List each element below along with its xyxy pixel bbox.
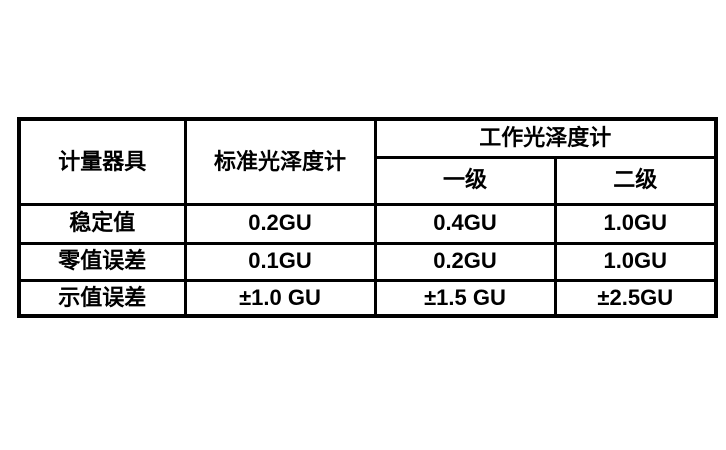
cell-stability-grade-2: 1.0GU bbox=[553, 202, 718, 245]
row-label-indication-error: 示值误差 bbox=[17, 278, 187, 318]
table-row-stability: 稳定值 0.2GU 0.4GU 1.0GU bbox=[17, 202, 718, 245]
gloss-meter-spec-table: 计量器具 标准光泽度计 工作光泽度计 一级 二级 稳定值 0.2GU 0.4GU… bbox=[17, 117, 719, 318]
table-header-row-1: 计量器具 标准光泽度计 工作光泽度计 bbox=[17, 117, 718, 206]
header-cell-grade-2: 二级 bbox=[553, 155, 718, 206]
header-cell-instrument: 计量器具 bbox=[17, 117, 187, 206]
row-label-zero-error: 零值误差 bbox=[17, 241, 187, 282]
header-cell-grade-1: 一级 bbox=[373, 155, 557, 206]
table-row-indication-error: 示值误差 ±1.0 GU ±1.5 GU ±2.5GU bbox=[17, 278, 718, 318]
table-header-row-2: 一级 二级 bbox=[19, 155, 718, 206]
cell-indication-error-grade-2: ±2.5GU bbox=[553, 278, 718, 318]
row-label-stability: 稳定值 bbox=[17, 202, 187, 245]
cell-zero-error-grade-1: 0.2GU bbox=[373, 241, 557, 282]
cell-zero-error-standard: 0.1GU bbox=[183, 241, 377, 282]
header-cell-working-gloss-meter: 工作光泽度计 bbox=[373, 117, 718, 159]
cell-stability-grade-1: 0.4GU bbox=[373, 202, 557, 245]
table-row-zero-error: 零值误差 0.1GU 0.2GU 1.0GU bbox=[17, 241, 718, 282]
cell-zero-error-grade-2: 1.0GU bbox=[553, 241, 718, 282]
cell-stability-standard: 0.2GU bbox=[183, 202, 377, 245]
cell-indication-error-standard: ±1.0 GU bbox=[183, 278, 377, 318]
cell-indication-error-grade-1: ±1.5 GU bbox=[373, 278, 557, 318]
header-cell-standard-gloss-meter: 标准光泽度计 bbox=[183, 117, 377, 206]
